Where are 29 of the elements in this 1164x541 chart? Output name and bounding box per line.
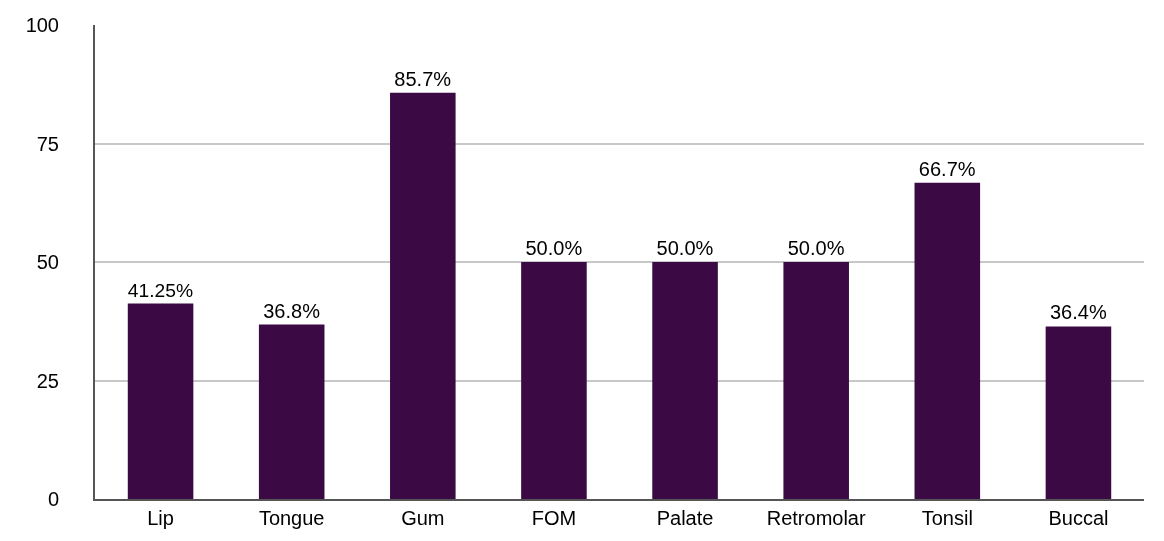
data-label: 41.25%: [127, 279, 194, 301]
bar: [521, 262, 587, 499]
x-tick-label: Lip: [147, 507, 174, 529]
y-tick-label: 100: [25, 14, 59, 36]
bar: [1045, 326, 1112, 499]
y-tick-label: 50: [36, 251, 59, 273]
bar: [390, 92, 456, 499]
x-tick-label: Retromolar: [766, 507, 866, 529]
bar: [652, 262, 718, 499]
data-label: 50.0%: [656, 237, 714, 259]
data-label: 66.7%: [918, 157, 976, 180]
x-tick-label: Gum: [401, 507, 445, 529]
bar: [783, 262, 849, 499]
x-tick-label: FOM: [531, 507, 577, 529]
x-tick-label: Tongue: [258, 507, 325, 529]
bar: [127, 303, 194, 499]
data-label: 50.0%: [787, 237, 845, 259]
data-label: 85.7%: [394, 67, 452, 90]
bar: [258, 324, 325, 499]
x-tick-label: Buccal: [1048, 507, 1109, 529]
y-tick-label: 25: [36, 369, 59, 392]
x-tick-label: Tonsil: [921, 507, 973, 529]
x-tick-label: Palate: [656, 507, 714, 529]
data-label: 36.4%: [1049, 301, 1107, 324]
y-tick-label: 75: [36, 132, 59, 155]
data-label: 50.0%: [525, 237, 583, 259]
data-label: 36.8%: [263, 299, 321, 322]
bar: [914, 182, 981, 499]
y-tick-label: 0: [47, 488, 59, 510]
